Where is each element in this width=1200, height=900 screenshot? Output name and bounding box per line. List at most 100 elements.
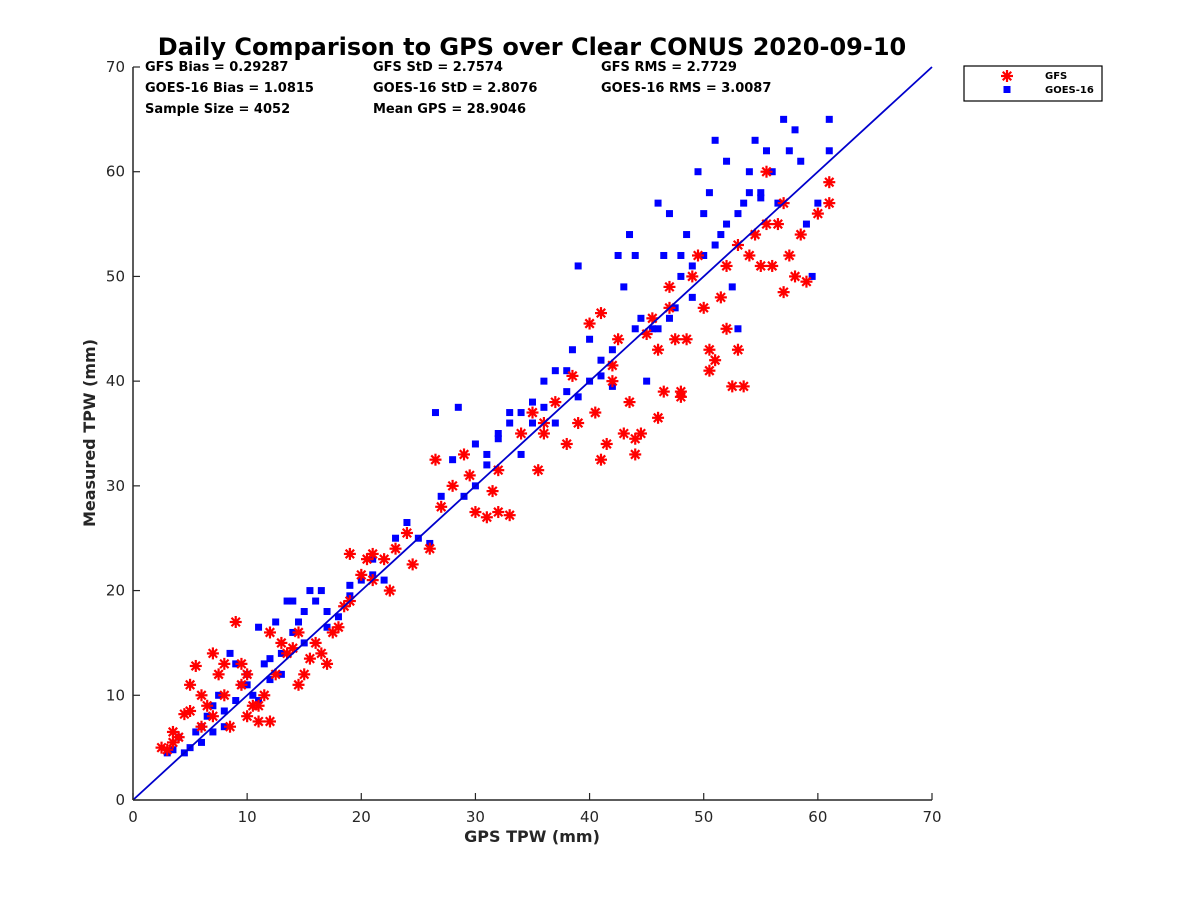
gfs-point	[532, 464, 545, 477]
gfs-point	[515, 427, 528, 440]
goes16-point	[517, 409, 525, 417]
gfs-point	[469, 506, 482, 519]
legend-goes-label: GOES-16	[1045, 85, 1094, 96]
goes16-point	[654, 325, 662, 333]
gfs-point	[714, 291, 727, 304]
goes16-point	[711, 241, 719, 249]
gfs-point	[623, 396, 636, 409]
goes16-point	[808, 272, 816, 280]
gfs-point	[218, 689, 231, 702]
gfs-point	[583, 317, 596, 330]
gfs-point	[731, 343, 744, 356]
gfs-point	[594, 307, 607, 320]
goes16-point	[506, 409, 514, 417]
gfs-point	[720, 259, 733, 272]
stat-mean-gps: Mean GPS = 28.9046	[373, 102, 526, 117]
gfs-point	[423, 542, 436, 555]
goes16-point	[197, 738, 205, 746]
gfs-point	[594, 453, 607, 466]
goes16-point	[700, 210, 708, 218]
gfs-point	[692, 249, 705, 262]
gfs-point	[503, 509, 516, 522]
gfs-point	[241, 668, 254, 681]
goes16-point	[637, 314, 645, 322]
goes16-point	[745, 189, 753, 197]
gfs-point	[720, 322, 733, 335]
gfs-point	[709, 354, 722, 367]
goes16-point	[255, 623, 263, 631]
gfs-point	[652, 343, 665, 356]
goes16-point	[614, 251, 622, 259]
goes16-point	[563, 367, 571, 375]
gfs-point	[184, 678, 197, 691]
goes16-point	[802, 220, 810, 228]
gfs-point	[252, 715, 265, 728]
y-tick-label: 20	[106, 582, 125, 600]
x-tick-label: 60	[808, 808, 827, 826]
goes16-point	[757, 189, 765, 197]
goes16-point	[723, 157, 731, 165]
stats-block: GFS Bias = 0.29287 GFS StD = 2.7574 GFS …	[145, 60, 771, 117]
goes16-point	[323, 608, 331, 616]
gfs-point	[492, 506, 505, 519]
goes16-point	[683, 231, 691, 239]
gfs-point	[343, 547, 356, 560]
y-axis-label: Measured TPW (mm)	[80, 339, 99, 527]
goes16-point	[797, 157, 805, 165]
goes16-point	[825, 147, 833, 155]
goes16-point	[665, 210, 673, 218]
gfs-point	[480, 511, 493, 524]
x-tick-labels: 0 10 20 30 40 50 60 70	[128, 808, 941, 826]
gfs-point	[332, 621, 345, 634]
goes16-point	[688, 262, 696, 270]
goes16-point	[734, 325, 742, 333]
goes16-point	[574, 262, 582, 270]
goes16-point	[551, 419, 559, 427]
goes16-point	[300, 608, 308, 616]
goes16-point	[665, 314, 673, 322]
goes16-point	[380, 576, 388, 584]
goes16-point	[312, 597, 320, 605]
gfs-point	[383, 584, 396, 597]
goes16-point	[454, 403, 462, 411]
goes16-point	[626, 231, 634, 239]
gfs-point	[360, 553, 373, 566]
gfs-point	[275, 636, 288, 649]
goes16-point	[483, 450, 491, 458]
goes16-point	[437, 492, 445, 500]
goes16-point	[648, 325, 656, 333]
goes16-point	[249, 691, 257, 699]
gfs-point	[789, 270, 802, 283]
goes16-point	[660, 251, 668, 259]
gfs-point	[161, 743, 174, 756]
goes16-point	[597, 356, 605, 364]
gfs-point	[652, 411, 665, 424]
goes16-point	[631, 325, 639, 333]
gfs-point	[406, 558, 419, 571]
gfs-point	[212, 668, 225, 681]
gfs-point	[303, 652, 316, 665]
goes16-point	[192, 728, 200, 736]
goes16-point	[745, 168, 753, 176]
gfs-point	[657, 385, 670, 398]
gfs-point	[321, 657, 334, 670]
gfs-point	[195, 689, 208, 702]
goes16-point	[654, 199, 662, 207]
gfs-point	[400, 526, 413, 539]
gfs-point	[315, 647, 328, 660]
goes16-point	[791, 126, 799, 134]
stat-gfs-std: GFS StD = 2.7574	[373, 60, 503, 75]
goes16-point	[734, 210, 742, 218]
gfs-point	[566, 369, 579, 382]
goes16-point	[283, 597, 291, 605]
x-tick-label: 10	[238, 808, 257, 826]
goes16-point	[825, 115, 833, 123]
legend-gfs-asterisk	[1001, 70, 1013, 82]
stat-sample-size: Sample Size = 4052	[145, 102, 290, 117]
goes16-point	[295, 618, 303, 626]
legend-box	[963, 65, 1103, 102]
goes16-point	[471, 440, 479, 448]
goes16-point	[762, 147, 770, 155]
goes16-point	[568, 346, 576, 354]
x-tick-label: 70	[922, 808, 941, 826]
